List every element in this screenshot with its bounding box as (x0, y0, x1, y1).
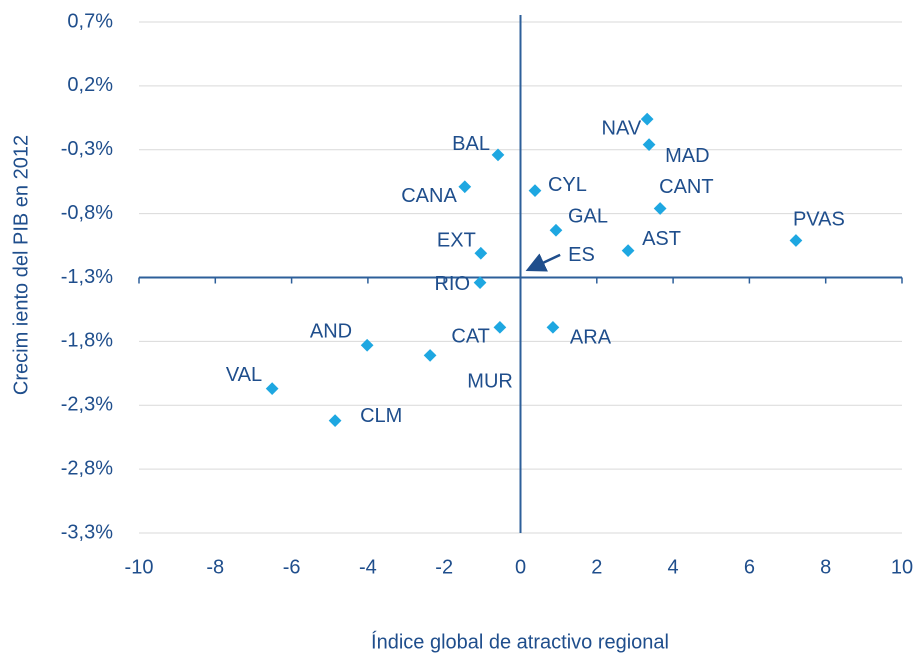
y-tick-label: 0,2% (67, 74, 113, 96)
point (473, 276, 487, 289)
x-tick-label: 10 (891, 556, 913, 578)
point (491, 148, 505, 162)
point-label: MUR (467, 371, 513, 393)
y-tick-label: -0,3% (61, 138, 113, 160)
arrow (525, 253, 561, 272)
point-label: CANT (659, 176, 713, 198)
point-label: AST (642, 228, 681, 250)
point-label: ARA (570, 327, 612, 349)
point-label: NAV (602, 117, 642, 139)
point (423, 349, 437, 362)
y-tick-label: -2,8% (61, 457, 113, 479)
point-label: CLM (360, 405, 402, 427)
point (621, 244, 635, 258)
y-tick-label: -3,3% (61, 521, 113, 543)
y-tick-label: -2,3% (61, 394, 113, 416)
point (328, 414, 342, 427)
point (493, 320, 507, 334)
x-tick-label: -10 (125, 556, 154, 578)
point (653, 202, 667, 215)
point-label: VAL (226, 364, 262, 386)
x-tick-label: 6 (744, 556, 755, 578)
x-tick-label: -2 (435, 556, 453, 578)
point (360, 338, 374, 352)
y-tick-label: -1,3% (61, 266, 113, 288)
point-label: PVAS (793, 209, 845, 231)
point-label: CAT (451, 326, 490, 348)
y-axis-title: Crecim iento del PIB en 2012 (10, 135, 32, 395)
x-tick-label: 4 (668, 556, 679, 578)
x-tick-label: 8 (820, 556, 831, 578)
point-label: GAL (568, 206, 608, 228)
x-axis-title: Índice global de atractivo regional (371, 630, 669, 653)
x-tick-label: 0 (515, 556, 526, 578)
point (640, 112, 654, 126)
point-label: RIO (434, 273, 470, 295)
y-tick-label: -1,8% (61, 330, 113, 352)
point-label: MAD (665, 145, 709, 167)
y-tick-label: -0,8% (61, 202, 113, 224)
point (549, 223, 563, 237)
x-tick-label: -8 (206, 556, 224, 578)
point-label: CANA (401, 185, 457, 207)
point (642, 138, 656, 152)
x-tick-label: 2 (591, 556, 602, 578)
point-label: EXT (437, 230, 476, 252)
point-label: ES (568, 244, 595, 266)
point (265, 382, 279, 396)
point (528, 184, 542, 197)
point (546, 320, 560, 334)
y-tick-label: 0,7% (67, 10, 113, 32)
point-label: CYL (548, 174, 587, 196)
x-tick-label: -4 (359, 556, 377, 578)
point (789, 234, 803, 247)
point (474, 246, 488, 260)
point-label: BAL (452, 133, 490, 155)
x-tick-label: -6 (283, 556, 301, 578)
point (458, 180, 472, 194)
point-label: AND (310, 320, 352, 342)
